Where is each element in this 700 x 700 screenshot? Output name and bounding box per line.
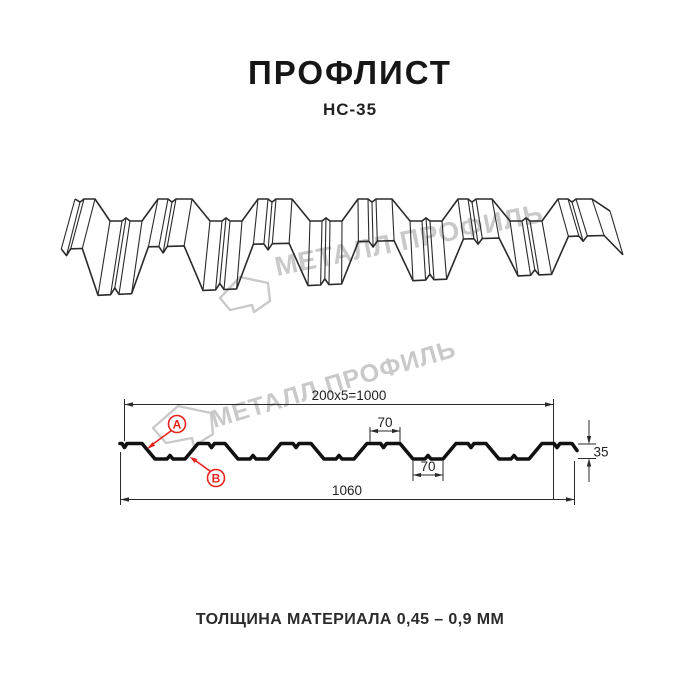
page-title: ПРОФЛИСТ <box>248 54 452 91</box>
marker-b-callout: B <box>190 457 226 488</box>
near-edge-contour <box>60 234 624 297</box>
extrusion-lines <box>60 198 624 296</box>
watermark-lower: МЕТАЛЛ ПРОФИЛЬ <box>151 335 460 448</box>
metall-profil-logo-icon <box>151 404 215 448</box>
marker-b-label: B <box>212 472 221 486</box>
marker-b-circle <box>206 468 226 488</box>
dim-height-label: 35 <box>593 445 608 460</box>
marker-b-arrowhead <box>190 457 198 463</box>
marker-b-leader <box>193 458 211 473</box>
material-thickness-note: ТОЛЩИНА МАТЕРИАЛА 0,45 – 0,9 ММ <box>195 611 505 628</box>
profile-3d-view <box>60 198 624 297</box>
metall-profil-logo-icon <box>218 275 272 314</box>
dim-modules-width-label: 200x5=1000 <box>312 388 387 403</box>
marker-a-callout: A <box>147 414 187 449</box>
far-edge-contour <box>74 198 611 222</box>
dim-overall-width-label: 1060 <box>332 483 362 498</box>
dim-top-flange-label: 70 <box>377 415 392 430</box>
dimension-lines <box>120 403 575 501</box>
watermark-text: МЕТАЛЛ ПРОФИЛЬ <box>208 335 460 434</box>
extension-lines <box>120 399 596 505</box>
marker-a-arrowhead <box>147 442 156 449</box>
cross-section-drawing: 200x5=1000 70 70 1060 35 A B <box>118 388 609 505</box>
profile-cross-section-outline <box>118 441 579 461</box>
profile-model-label: НС-35 <box>322 100 378 119</box>
marker-a-label: A <box>173 418 182 432</box>
marker-a-circle <box>167 414 187 434</box>
dim-bottom-flange-label: 70 <box>420 459 435 474</box>
